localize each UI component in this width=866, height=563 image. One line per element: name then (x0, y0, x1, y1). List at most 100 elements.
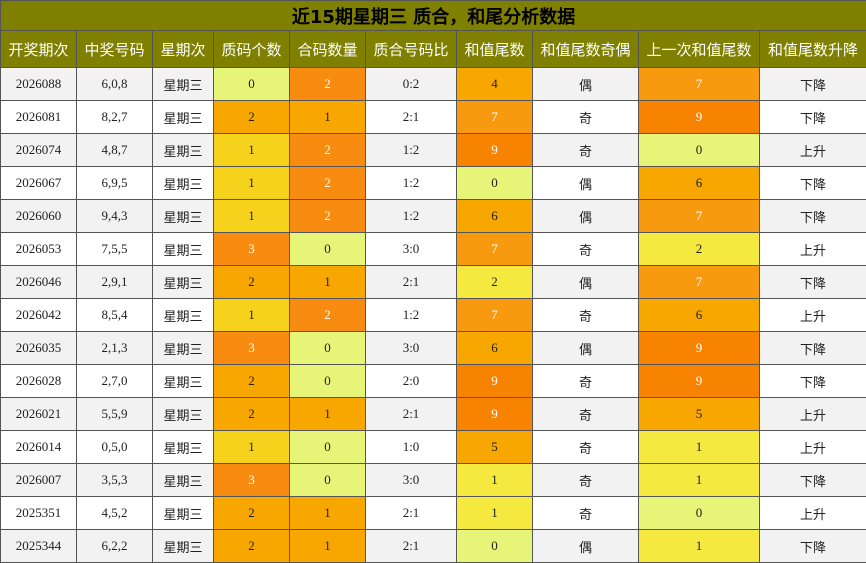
period-cell: 2026081 (1, 101, 77, 134)
numbers-cell: 3,5,3 (77, 464, 153, 497)
ratio-cell: 2:0 (366, 365, 457, 398)
trend-cell: 下降 (760, 200, 866, 233)
prev-tail-cell: 0 (639, 497, 760, 530)
ratio-cell: 2:1 (366, 497, 457, 530)
prev-tail-cell: 1 (639, 530, 760, 563)
trend-cell: 下降 (760, 68, 866, 101)
parity-cell: 偶 (533, 200, 639, 233)
period-cell: 2026067 (1, 167, 77, 200)
sum-tail-cell: 4 (457, 68, 533, 101)
prev-tail-cell: 9 (639, 101, 760, 134)
period-cell: 2026053 (1, 233, 77, 266)
composite-count-cell: 2 (290, 200, 366, 233)
weekday-cell: 星期三 (153, 266, 214, 299)
prime-count-cell: 1 (214, 134, 290, 167)
composite-count-cell: 2 (290, 68, 366, 101)
sum-tail-cell: 9 (457, 134, 533, 167)
prime-count-cell: 2 (214, 398, 290, 431)
ratio-cell: 3:0 (366, 233, 457, 266)
sum-tail-cell: 7 (457, 299, 533, 332)
column-header-prime-count: 质码个数 (214, 31, 290, 68)
column-header-sum-tail: 和值尾数 (457, 31, 533, 68)
prev-tail-cell: 5 (639, 398, 760, 431)
sum-tail-cell: 1 (457, 464, 533, 497)
sum-tail-cell: 1 (457, 497, 533, 530)
weekday-cell: 星期三 (153, 167, 214, 200)
prev-tail-cell: 9 (639, 332, 760, 365)
prev-tail-cell: 2 (639, 233, 760, 266)
period-cell: 2026046 (1, 266, 77, 299)
numbers-cell: 2,1,3 (77, 332, 153, 365)
prev-tail-cell: 0 (639, 134, 760, 167)
prime-count-cell: 1 (214, 431, 290, 464)
composite-count-cell: 1 (290, 398, 366, 431)
parity-cell: 奇 (533, 233, 639, 266)
prev-tail-cell: 7 (639, 68, 760, 101)
trend-cell: 上升 (760, 134, 866, 167)
parity-cell: 奇 (533, 497, 639, 530)
period-cell: 2026014 (1, 431, 77, 464)
weekday-cell: 星期三 (153, 365, 214, 398)
weekday-cell: 星期三 (153, 332, 214, 365)
trend-cell: 下降 (760, 167, 866, 200)
numbers-cell: 6,2,2 (77, 530, 153, 563)
sum-tail-cell: 6 (457, 200, 533, 233)
parity-cell: 奇 (533, 299, 639, 332)
parity-cell: 奇 (533, 101, 639, 134)
period-cell: 2026028 (1, 365, 77, 398)
trend-cell: 上升 (760, 299, 866, 332)
trend-cell: 上升 (760, 398, 866, 431)
parity-cell: 奇 (533, 431, 639, 464)
period-cell: 2026060 (1, 200, 77, 233)
ratio-cell: 1:2 (366, 167, 457, 200)
prime-count-cell: 1 (214, 299, 290, 332)
numbers-cell: 4,5,2 (77, 497, 153, 530)
trend-cell: 下降 (760, 464, 866, 497)
weekday-cell: 星期三 (153, 200, 214, 233)
ratio-cell: 2:1 (366, 266, 457, 299)
parity-cell: 偶 (533, 530, 639, 563)
sum-tail-cell: 6 (457, 332, 533, 365)
column-header-ratio: 质合号码比 (366, 31, 457, 68)
prime-count-cell: 3 (214, 332, 290, 365)
prev-tail-cell: 7 (639, 266, 760, 299)
weekday-cell: 星期三 (153, 464, 214, 497)
numbers-cell: 9,4,3 (77, 200, 153, 233)
prev-tail-cell: 1 (639, 464, 760, 497)
prev-tail-cell: 7 (639, 200, 760, 233)
trend-cell: 上升 (760, 233, 866, 266)
weekday-cell: 星期三 (153, 497, 214, 530)
sum-tail-cell: 5 (457, 431, 533, 464)
weekday-cell: 星期三 (153, 530, 214, 563)
ratio-cell: 1:2 (366, 299, 457, 332)
prime-count-cell: 3 (214, 233, 290, 266)
prime-count-cell: 2 (214, 101, 290, 134)
numbers-cell: 5,5,9 (77, 398, 153, 431)
period-cell: 2026042 (1, 299, 77, 332)
period-cell: 2025351 (1, 497, 77, 530)
trend-cell: 上升 (760, 497, 866, 530)
composite-count-cell: 0 (290, 332, 366, 365)
numbers-cell: 8,2,7 (77, 101, 153, 134)
ratio-cell: 2:1 (366, 398, 457, 431)
weekday-cell: 星期三 (153, 134, 214, 167)
weekday-cell: 星期三 (153, 101, 214, 134)
numbers-cell: 6,0,8 (77, 68, 153, 101)
period-cell: 2026088 (1, 68, 77, 101)
period-cell: 2026021 (1, 398, 77, 431)
numbers-cell: 6,9,5 (77, 167, 153, 200)
composite-count-cell: 2 (290, 167, 366, 200)
column-header-period: 开奖期次 (1, 31, 77, 68)
numbers-cell: 8,5,4 (77, 299, 153, 332)
